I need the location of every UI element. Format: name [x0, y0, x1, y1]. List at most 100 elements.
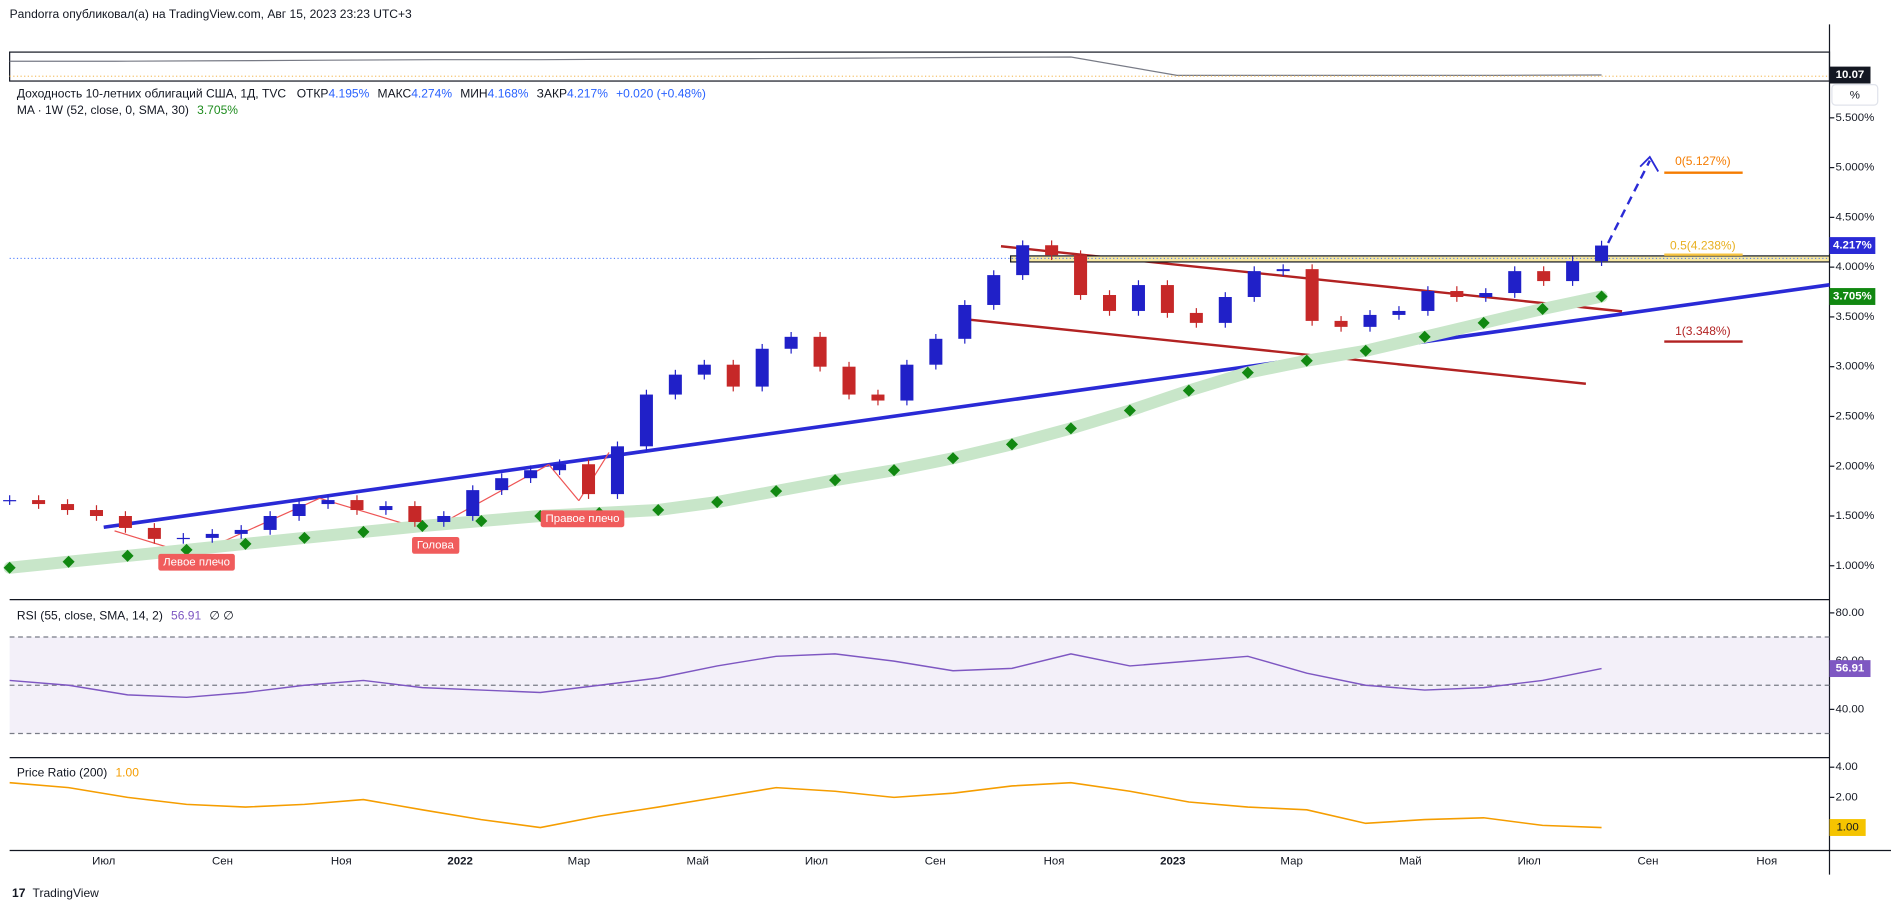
candle [118, 516, 132, 528]
ma-point [1005, 438, 1018, 451]
candle [176, 537, 190, 540]
candle [987, 275, 1001, 305]
ma-point [946, 452, 960, 465]
ma-point [121, 549, 134, 562]
y-tick-label: 2.00 [1836, 791, 1858, 803]
candle [726, 364, 740, 387]
candle [524, 470, 538, 479]
ma-label-box [1829, 288, 1876, 305]
ma-point [1595, 290, 1608, 303]
candle [1276, 269, 1290, 272]
rsi-label-box [1829, 660, 1871, 678]
y-tick-label: 40.00 [1836, 703, 1865, 715]
candle [1566, 261, 1580, 282]
candle [929, 338, 943, 365]
annotation-box [158, 553, 235, 571]
ratio-label-box [1829, 819, 1866, 836]
ohlc-value: 4.274% [411, 86, 452, 100]
candle [842, 366, 856, 395]
ma-point [770, 485, 783, 498]
candle [553, 464, 567, 471]
ohlc-label: МИН [460, 86, 487, 100]
candle [1189, 312, 1203, 323]
price-label: 4.217% [1833, 240, 1872, 252]
x-tick-label: Июл [92, 855, 115, 867]
fib-label: 0.5(4.238%) [1670, 238, 1736, 252]
candle [755, 348, 769, 387]
ratio-legend: Price Ratio (200) 1.00 [17, 765, 139, 779]
x-tick-label: 2022 [447, 855, 472, 867]
mini-line [9, 56, 1602, 76]
candle [1218, 297, 1232, 323]
y-tick-label: 3.000% [1836, 361, 1875, 373]
candle [1305, 269, 1319, 321]
rsi-legend: RSI (55, close, SMA, 14, 2) 56.91 ∅ ∅ [17, 609, 234, 623]
candle [1016, 245, 1030, 276]
candle [668, 374, 682, 395]
ma-point [1064, 422, 1077, 435]
candle [1247, 271, 1261, 298]
candle [466, 490, 480, 517]
candle [1595, 245, 1609, 262]
rsi-label: 56.91 [1836, 663, 1865, 675]
trend-line [103, 283, 1830, 530]
candle [582, 464, 596, 495]
candle [610, 446, 624, 495]
ma-point [239, 537, 252, 550]
ma-point [475, 514, 488, 528]
candle [350, 500, 364, 511]
ma-point [357, 525, 370, 538]
candle [1421, 291, 1435, 311]
annotation: Левое плечо [163, 556, 230, 568]
candle [813, 336, 827, 367]
fib-label: 1(3.348%) [1675, 324, 1731, 338]
price-label-box [1829, 237, 1876, 254]
scale-button[interactable] [1831, 84, 1879, 106]
x-tick-label: Сен [212, 855, 233, 867]
ma-point [1300, 354, 1313, 367]
y-tick-label: 3.500% [1836, 311, 1875, 323]
candle [263, 516, 277, 530]
y-tick-label: 4.00 [1836, 761, 1858, 773]
x-tick-label: Ноя [331, 855, 352, 867]
ma-point [1536, 302, 1549, 315]
x-tick-label: Май [686, 855, 708, 867]
candle [234, 529, 248, 534]
price-label: 10.07 [1836, 69, 1865, 81]
ma-point [1418, 330, 1431, 343]
candle [639, 394, 653, 447]
trend-line [548, 464, 580, 502]
x-tick-label: Мар [1280, 855, 1302, 867]
candle [900, 364, 914, 401]
candle [1334, 320, 1348, 327]
x-tick-label: Ноя [1044, 855, 1065, 867]
candle [871, 394, 885, 401]
scale-button-label[interactable]: % [1850, 90, 1860, 102]
ma-legend-text: MA · 1W (52, close, 0, SMA, 30) [17, 103, 189, 117]
candle [958, 304, 972, 339]
candle [61, 504, 75, 511]
y-tick-label: 2.500% [1836, 410, 1875, 422]
rsi-line [9, 653, 1602, 699]
ohlc-value: 4.168% [488, 86, 529, 100]
candle [379, 506, 393, 511]
ohlc-label: МАКС [378, 86, 412, 100]
ma-point [1123, 404, 1136, 417]
symbol-title: Доходность 10-летних облигаций США, 1Д, … [17, 86, 287, 100]
trend-line [1600, 160, 1651, 257]
ratio-line [9, 781, 1602, 829]
candle [1045, 245, 1059, 256]
y-tick-label: 1.000% [1836, 560, 1875, 572]
candle [147, 527, 161, 539]
candle [784, 336, 798, 349]
candle [1508, 271, 1522, 294]
candle [205, 533, 219, 538]
ma-point [1477, 316, 1490, 329]
trend-line [970, 318, 1587, 385]
arrow-head [1639, 155, 1660, 172]
y-tick-label: 4.000% [1836, 261, 1875, 273]
footer-logo: 17 [12, 886, 26, 900]
ratio-label: 1.00 [1836, 822, 1858, 834]
y-tick-label: 80.00 [1836, 607, 1865, 619]
